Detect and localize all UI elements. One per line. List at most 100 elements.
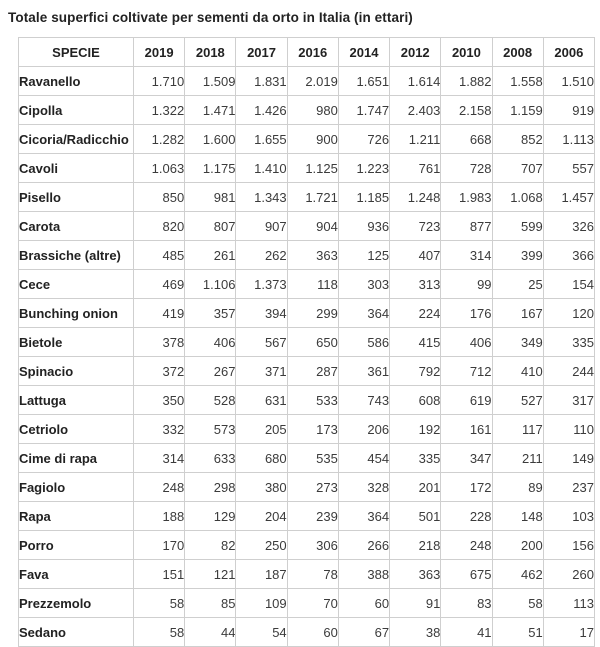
value-cell: 807	[184, 211, 237, 242]
value-cell: 820	[132, 211, 186, 242]
value-cell: 244	[542, 356, 596, 387]
specie-cell: Cetriolo	[18, 414, 134, 445]
value-cell: 260	[542, 559, 596, 590]
value-cell: 248	[132, 472, 186, 503]
value-cell: 239	[286, 501, 339, 532]
value-cell: 1.882	[440, 66, 493, 97]
value-cell: 1.651	[337, 66, 391, 97]
value-cell: 113	[542, 588, 596, 619]
value-cell: 70	[286, 588, 339, 619]
value-cell: 335	[542, 327, 596, 358]
column-header-year-2006: 2006	[542, 37, 596, 68]
value-cell: 161	[440, 414, 493, 445]
value-cell: 103	[542, 501, 596, 532]
column-header-year-2010: 2010	[440, 37, 493, 68]
specie-cell: Prezzemolo	[18, 588, 134, 619]
value-cell: 1.510	[542, 66, 596, 97]
value-cell: 633	[184, 443, 237, 474]
value-cell: 149	[542, 443, 596, 474]
value-cell: 41	[440, 617, 493, 647]
value-cell: 364	[337, 501, 391, 532]
table-row: Brassiche (altre) 485 261 262 363 125 407 314 39…	[18, 240, 596, 271]
value-cell: 2.403	[389, 95, 442, 126]
value-cell: 298	[184, 472, 237, 503]
value-cell: 361	[337, 356, 391, 387]
value-cell: 567	[235, 327, 288, 358]
value-cell: 366	[542, 240, 596, 271]
value-cell: 406	[440, 327, 493, 358]
specie-cell: Cavoli	[18, 153, 134, 184]
value-cell: 907	[235, 211, 288, 242]
value-cell: 170	[132, 530, 186, 561]
value-cell: 981	[184, 182, 237, 213]
specie-cell: Bunching onion	[18, 298, 134, 329]
value-cell: 1.068	[491, 182, 544, 213]
specie-cell: Rapa	[18, 501, 134, 532]
value-cell: 83	[440, 588, 493, 619]
value-cell: 533	[286, 385, 339, 416]
page-title: Totale superfici coltivate per sementi d…	[8, 10, 413, 25]
value-cell: 936	[337, 211, 391, 242]
specie-cell: Porro	[18, 530, 134, 561]
value-cell: 172	[440, 472, 493, 503]
value-cell: 707	[491, 153, 544, 184]
value-cell: 224	[389, 298, 442, 329]
specie-cell: Cicoria/Radicchio	[18, 124, 134, 155]
specie-cell: Fagiolo	[18, 472, 134, 503]
table-row: Fagiolo 248 298 380 273 328 201 172 89 237	[18, 472, 596, 503]
value-cell: 1.125	[286, 153, 339, 184]
column-header-year-2018: 2018	[184, 37, 237, 68]
table-row: Pisello 850 981 1.343 1.721 1.185 1.248 1.983 1.…	[18, 182, 596, 213]
value-cell: 1.248	[389, 182, 442, 213]
value-cell: 25	[491, 269, 544, 300]
value-cell: 91	[389, 588, 442, 619]
value-cell: 1.614	[389, 66, 442, 97]
value-cell: 1.185	[337, 182, 391, 213]
value-cell: 1.343	[235, 182, 288, 213]
specie-cell: Fava	[18, 559, 134, 590]
value-cell: 1.322	[132, 95, 186, 126]
value-cell: 980	[286, 95, 339, 126]
value-cell: 154	[542, 269, 596, 300]
column-header-year-2014: 2014	[337, 37, 391, 68]
data-table: SPECIE 2019 2018 2017 2016 2014 2012 2010 2008 20…	[18, 37, 596, 647]
value-cell: 723	[389, 211, 442, 242]
value-cell: 850	[132, 182, 186, 213]
value-cell: 58	[491, 588, 544, 619]
value-cell: 200	[491, 530, 544, 561]
value-cell: 501	[389, 501, 442, 532]
value-cell: 266	[337, 530, 391, 561]
value-cell: 228	[440, 501, 493, 532]
value-cell: 267	[184, 356, 237, 387]
value-cell: 273	[286, 472, 339, 503]
value-cell: 485	[132, 240, 186, 271]
value-cell: 261	[184, 240, 237, 271]
value-cell: 1.655	[235, 124, 288, 155]
value-cell: 535	[286, 443, 339, 474]
value-cell: 528	[184, 385, 237, 416]
specie-cell: Cipolla	[18, 95, 134, 126]
value-cell: 1.831	[235, 66, 288, 97]
value-cell: 608	[389, 385, 442, 416]
value-cell: 372	[132, 356, 186, 387]
table-row: Cipolla 1.322 1.471 1.426 980 1.747 2.403 2.158…	[18, 95, 596, 126]
table-header: SPECIE 2019 2018 2017 2016 2014 2012 2010 2008 20…	[18, 37, 596, 68]
table-row: Prezzemolo 58 85 109 70 60 91 83 58 113	[18, 588, 596, 619]
value-cell: 599	[491, 211, 544, 242]
value-cell: 211	[491, 443, 544, 474]
value-cell: 67	[337, 617, 391, 647]
table-row: Cece 469 1.106 1.373 118 303 313 99 25 154	[18, 269, 596, 300]
value-cell: 792	[389, 356, 442, 387]
value-cell: 192	[389, 414, 442, 445]
value-cell: 60	[286, 617, 339, 647]
table-row: Carota 820 807 907 904 936 723 877 599 326	[18, 211, 596, 242]
header-row: SPECIE 2019 2018 2017 2016 2014 2012 2010 2008 20…	[18, 37, 596, 68]
value-cell: 248	[440, 530, 493, 561]
value-cell: 1.063	[132, 153, 186, 184]
value-cell: 187	[235, 559, 288, 590]
value-cell: 675	[440, 559, 493, 590]
value-cell: 364	[337, 298, 391, 329]
value-cell: 2.019	[286, 66, 339, 97]
table-row: Lattuga 350 528 631 533 743 608 619 527 317	[18, 385, 596, 416]
value-cell: 38	[389, 617, 442, 647]
